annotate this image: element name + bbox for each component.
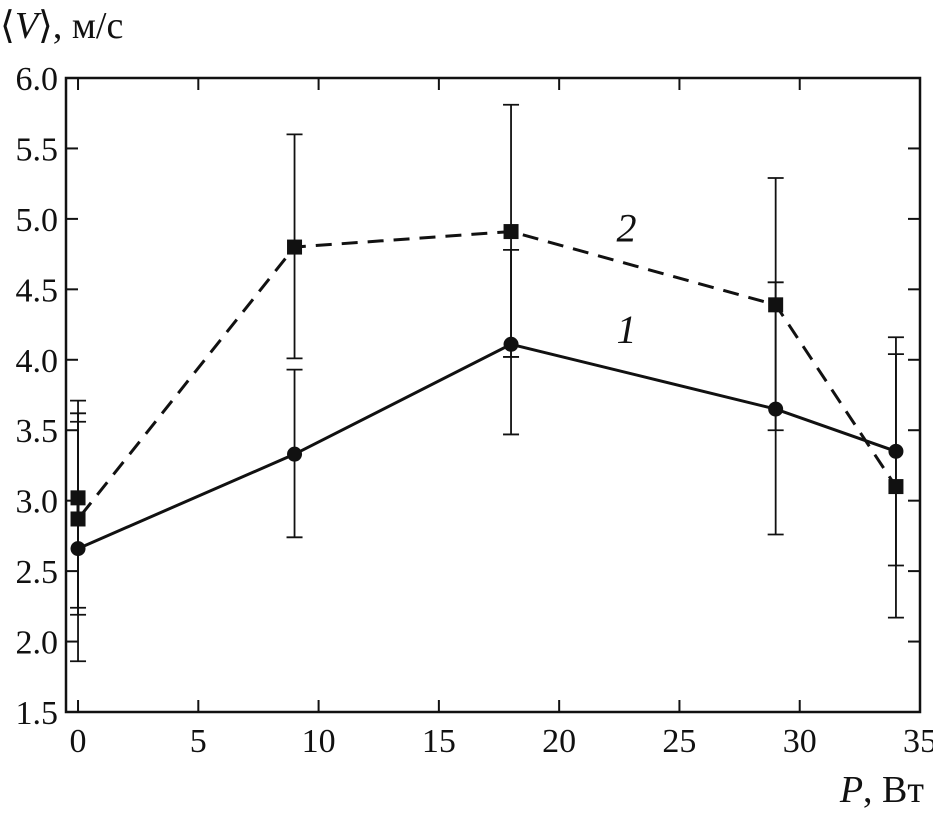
y-tick-label: 4.0 [16, 343, 59, 380]
x-tick-label: 35 [903, 723, 933, 760]
y-tick-label: 2.5 [16, 554, 59, 591]
y-tick-label: 5.5 [16, 131, 59, 168]
y-tick-label: 6.0 [16, 61, 59, 98]
series-1-point [287, 446, 303, 462]
x-tick-label: 0 [70, 723, 87, 760]
x-tick-label: 30 [783, 723, 817, 760]
x-tick-label: 10 [302, 723, 336, 760]
x-axis-title-rest: , Вт [863, 769, 924, 811]
series-2-point [70, 511, 86, 527]
x-tick-label: 20 [542, 723, 576, 760]
series-2-point [503, 224, 519, 240]
x-axis-title: P, Вт [839, 769, 925, 811]
y-tick-label: 1.5 [16, 695, 59, 732]
x-tick-label: 25 [662, 723, 696, 760]
y-axis-title-rest: ⟩, м/с [38, 5, 123, 47]
x-tick-label: 15 [422, 723, 456, 760]
y-axis-title-open: ⟨ [0, 5, 15, 47]
series-2-point [768, 297, 784, 313]
series-1-label: 1 [617, 307, 637, 352]
plot-area: 0 5 10 15 20 25 30 35 1.5 2.0 2.5 3.0 3.5 4.0 4.5 5.0 5.… [16, 61, 933, 760]
y-tick-label: 3.5 [16, 413, 59, 450]
y-tick-label: 4.5 [16, 272, 59, 309]
x-axis-title-symbol: P [839, 769, 863, 811]
y-axis-title: ⟨V⟩, м/с [0, 5, 123, 47]
plot-frame [64, 76, 922, 714]
y-axis-title-symbol: V [15, 5, 42, 47]
series-2-point [287, 239, 303, 255]
y-tick-label: 5.0 [16, 202, 59, 239]
series-2-line [76, 230, 898, 524]
series-1-line [77, 342, 897, 550]
series-2-point [888, 479, 904, 495]
y-tick-label: 2.0 [16, 625, 59, 662]
x-tick-label: 5 [190, 723, 207, 760]
y-tick-label: 3.0 [16, 484, 59, 521]
series-2-label: 2 [617, 205, 637, 250]
